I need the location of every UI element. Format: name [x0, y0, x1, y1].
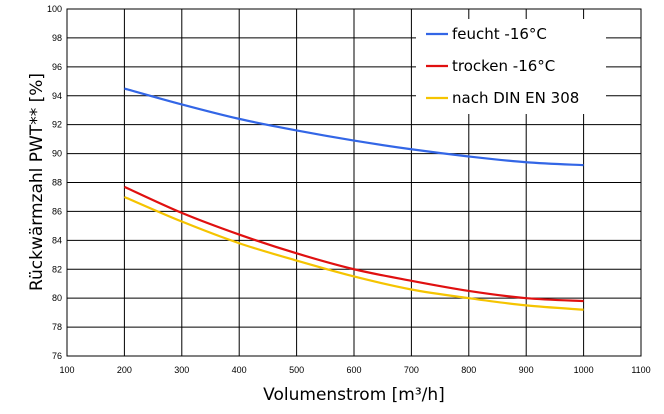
x-tick-label: 400	[232, 365, 247, 375]
y-tick-label: 78	[52, 322, 62, 332]
y-tick-label: 82	[52, 264, 62, 274]
x-tick-label: 1000	[574, 365, 594, 375]
y-tick-label: 96	[52, 62, 62, 72]
legend-label: nach DIN EN 308	[452, 89, 579, 107]
x-tick-label: 300	[174, 365, 189, 375]
y-tick-label: 76	[52, 351, 62, 361]
x-tick-label: 600	[346, 365, 361, 375]
plot-frame	[66, 8, 642, 357]
y-tick-label: 92	[52, 120, 62, 130]
legend-label: feucht -16°C	[452, 25, 547, 43]
x-tick-label: 800	[461, 365, 476, 375]
series-lines	[123, 87, 584, 311]
x-tick-label: 500	[289, 365, 304, 375]
y-axis-ticks: 76 78 80 82 84 86 88 90 92 94 96 98 100	[47, 4, 62, 361]
x-tick-label: 1100	[631, 365, 650, 375]
x-tick-label: 900	[519, 365, 534, 375]
series-line	[123, 195, 584, 311]
y-tick-label: 88	[52, 178, 62, 188]
y-tick-label: 98	[52, 33, 62, 43]
x-axis-title: Volumenstrom [m³/h]	[263, 385, 445, 405]
x-tick-label: 700	[404, 365, 419, 375]
x-tick-label: 200	[117, 365, 132, 375]
y-tick-label: 80	[52, 293, 62, 303]
series-line	[123, 185, 584, 303]
x-axis-ticks: 100 200 300 400 500 600 700 800 900 1000 1100	[59, 365, 650, 375]
series-line	[124, 87, 584, 167]
y-tick-label: 86	[52, 206, 62, 216]
y-tick-label: 94	[52, 91, 62, 101]
y-tick-label: 100	[47, 4, 62, 14]
y-tick-label: 84	[52, 235, 62, 245]
legend: feucht -16°C trocken -16°C nach DIN EN 308	[416, 19, 606, 114]
y-axis-title: Rückwärmzahl PWT** [%]	[27, 73, 47, 291]
legend-label: trocken -16°C	[452, 57, 555, 75]
x-tick-label: 100	[59, 365, 74, 375]
y-tick-label: 90	[52, 149, 62, 159]
